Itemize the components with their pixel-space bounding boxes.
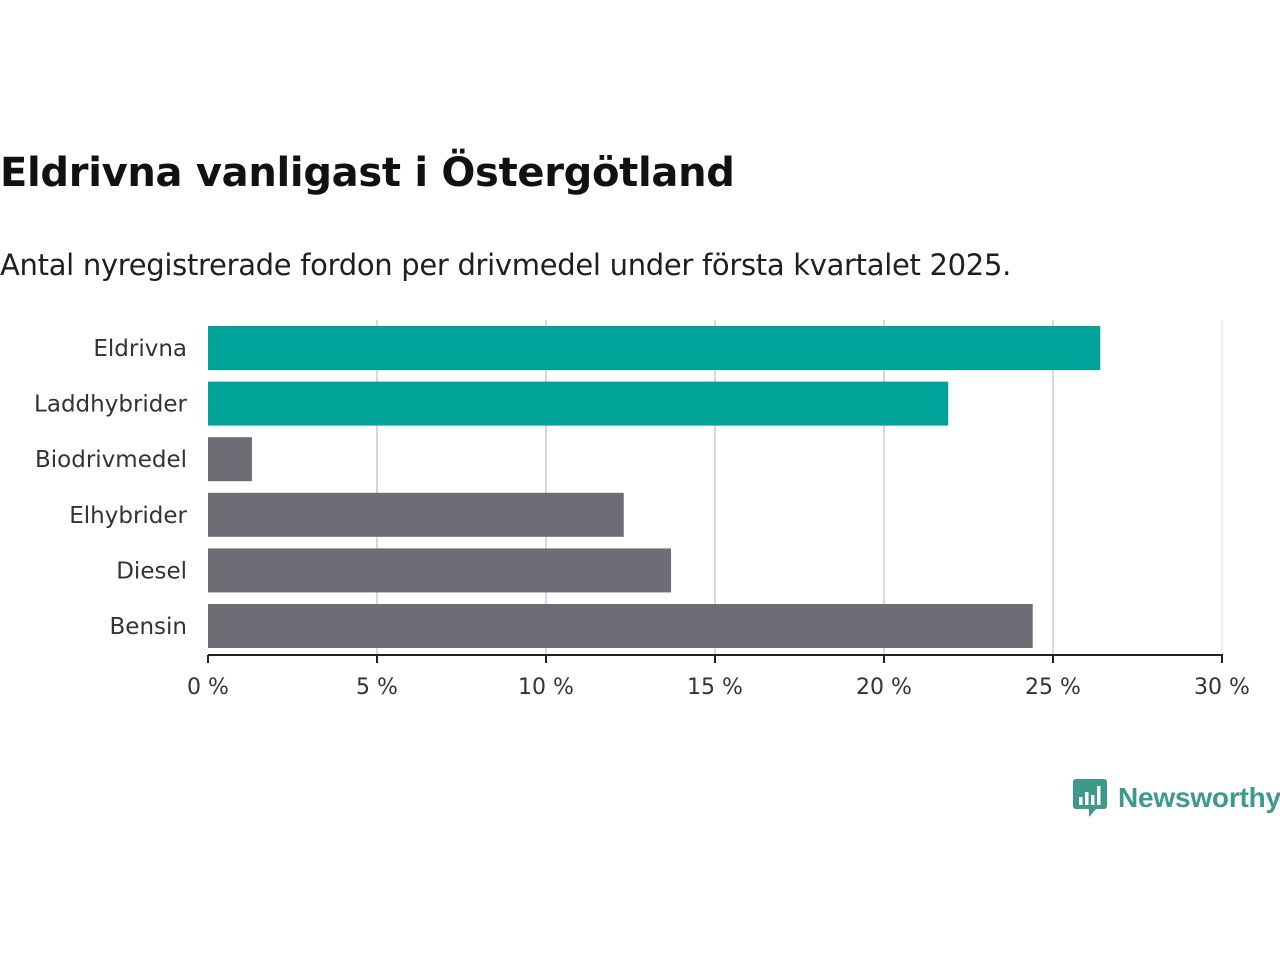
brand-name: Newsworthy	[1118, 782, 1280, 813]
category-label: Laddhybrider	[34, 392, 187, 418]
x-tick-label: 5 %	[356, 675, 398, 700]
x-tick-label: 0 %	[187, 675, 229, 700]
x-tick-label: 30 %	[1194, 675, 1250, 700]
x-tick-label: 20 %	[856, 675, 912, 700]
bar-bensin	[208, 604, 1033, 648]
bar-laddhybrider	[208, 381, 949, 426]
newsworthy-logo-icon	[1073, 779, 1107, 817]
bar-eldrivna	[208, 326, 1101, 370]
category-label: Biodrivmedel	[35, 447, 187, 473]
category-label: Eldrivna	[93, 336, 187, 362]
category-label: Bensin	[110, 614, 187, 640]
grid-lines	[376, 320, 1223, 655]
newsworthy-brand: Newsworthy	[1072, 776, 1280, 820]
bar-biodrivmedel	[208, 437, 252, 482]
category-label: Elhybrider	[69, 503, 187, 529]
category-label: Diesel	[116, 558, 187, 584]
x-axis: 0 % 5 % 10 % 15 % 20 % 25 % 30 %	[187, 654, 1250, 700]
chart-subtitle: Antal nyregistrerade fordon per drivmede…	[0, 248, 1012, 282]
bar-chart: Eldrivna Laddhybrider Biodrivmedel Elhybrid…	[34, 320, 1250, 700]
x-tick-label: 10 %	[518, 675, 574, 700]
category-labels: Eldrivna Laddhybrider Biodrivmedel Elhybrid…	[34, 336, 187, 640]
chart-title: Eldrivna vanligast i Östergötland	[0, 150, 735, 196]
bar-elhybrider	[208, 492, 624, 537]
x-tick-label: 25 %	[1025, 675, 1081, 700]
bar-diesel	[208, 548, 672, 593]
bars	[208, 326, 1101, 648]
x-tick-label: 15 %	[687, 675, 743, 700]
